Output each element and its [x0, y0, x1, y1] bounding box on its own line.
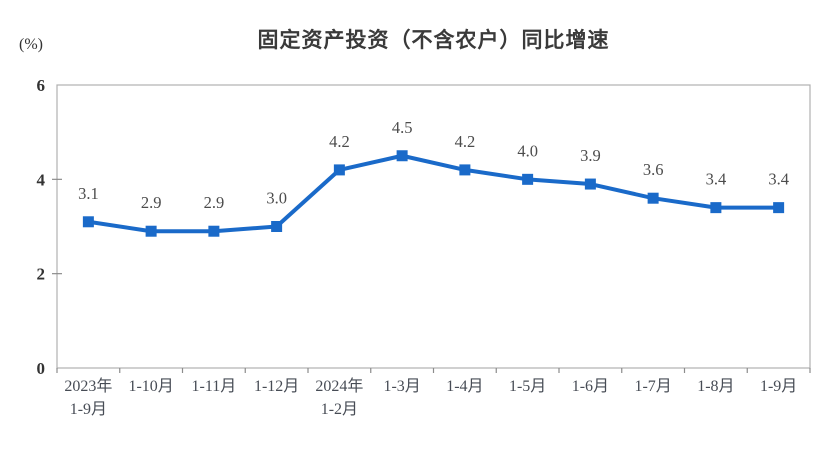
y-axis-tick-label: 6 [37, 76, 46, 95]
data-point-marker [710, 202, 722, 214]
x-axis-label: 1-9月 [70, 401, 107, 418]
data-point-label: 3.0 [266, 189, 287, 208]
data-point-label: 3.4 [706, 170, 727, 189]
data-point-marker [584, 178, 596, 190]
chart-title: 固定资产投资（不含农户）同比增速 [257, 29, 610, 52]
data-point-marker [396, 150, 408, 162]
y-axis-tick-label: 2 [37, 265, 46, 284]
data-point-label: 2.9 [141, 193, 162, 212]
data-point-label: 3.9 [580, 146, 601, 165]
data-point-marker [773, 202, 785, 214]
x-axis-label: 2024年 [315, 377, 363, 395]
data-point-label: 3.6 [643, 160, 664, 179]
data-point-label: 4.2 [455, 132, 476, 151]
x-axis-label: 1-12月 [254, 378, 299, 395]
data-point-marker [145, 225, 157, 237]
data-line [86, 153, 781, 234]
data-point-label: 4.5 [392, 118, 413, 137]
x-axis-label: 1-7月 [634, 378, 671, 395]
data-point-marker [271, 221, 283, 232]
data-point-marker [208, 225, 220, 237]
x-axis-label: 1-2月 [321, 401, 358, 418]
x-axis-label: 1-9月 [760, 378, 797, 395]
x-axis-label: 1-6月 [572, 378, 609, 395]
x-axis-label: 1-5月 [509, 378, 546, 395]
data-point-marker [333, 164, 345, 176]
data-point-marker [522, 173, 534, 185]
x-axis-label: 1-10月 [128, 378, 173, 395]
x-axis-label: 1-11月 [192, 378, 237, 395]
y-axis-tick-label: 4 [37, 170, 46, 189]
data-point-label: 3.1 [78, 184, 99, 203]
x-axis-label: 1-3月 [383, 378, 420, 395]
data-point-marker [459, 164, 471, 176]
data-point-label: 3.4 [768, 170, 789, 189]
data-point-label: 4.2 [329, 132, 350, 151]
data-point-marker [82, 216, 94, 228]
data-point-label: 2.9 [204, 193, 225, 212]
data-point-label: 4.0 [517, 141, 538, 160]
x-axis-label: 1-4月 [446, 378, 483, 395]
y-axis-tick-label: 0 [37, 359, 46, 378]
data-point-marker [647, 192, 659, 204]
x-axis-label: 2023年 [64, 377, 112, 395]
plot-border [56, 84, 811, 369]
x-axis-label: 1-8月 [697, 378, 734, 395]
y-axis-unit-label: (%) [19, 36, 43, 53]
